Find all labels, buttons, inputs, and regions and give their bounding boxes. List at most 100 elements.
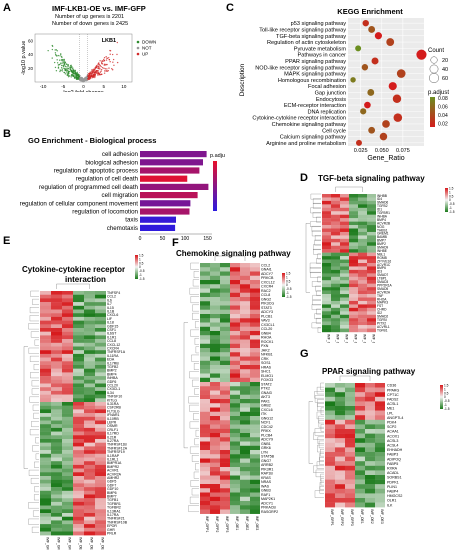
- heatmap-cell: [230, 467, 240, 472]
- heatmap-cell: [73, 324, 84, 329]
- heatmap-cell: [325, 387, 335, 393]
- heatmap-cell: [375, 442, 385, 448]
- heatmap-cell: [200, 407, 210, 412]
- heatmap-cell: [210, 369, 220, 374]
- heatmap-cell: [62, 353, 73, 358]
- heatmap-cell: [250, 441, 260, 446]
- volcano-point: [108, 58, 110, 61]
- kegg-padj-title: p.adjust: [428, 90, 449, 96]
- heatmap-cell: [240, 373, 250, 378]
- heatmap-cell: [367, 221, 376, 226]
- heatmap-cell: [51, 390, 62, 395]
- heatmap-cell: [200, 416, 210, 421]
- heatmap-cell: [240, 377, 250, 383]
- heatmap-gene-label: ILK: [387, 503, 393, 507]
- heatmap-cell: [51, 427, 62, 432]
- heatmap-cell: [240, 399, 250, 404]
- heatmap-dendrogram: [183, 322, 188, 449]
- heatmap-cell: [51, 346, 62, 351]
- heatmap-gene-label: SORBS1: [387, 476, 402, 480]
- volcano-point: [64, 69, 66, 71]
- heatmap-cell: [62, 413, 73, 417]
- heatmap-gene-label: ACSL4: [387, 443, 398, 447]
- heatmap-cell: [365, 396, 375, 402]
- heatmap-cell: [51, 328, 62, 332]
- heatmap-cell: [240, 454, 250, 459]
- heatmap-cell: [230, 377, 240, 383]
- heatmap-cell: [355, 484, 365, 489]
- heatmap-cell: [345, 502, 355, 508]
- heatmap-cell: [220, 433, 230, 438]
- heatmap-cell: [375, 502, 385, 508]
- heatmap-cell: [95, 365, 106, 369]
- heatmap-cell: [365, 429, 375, 434]
- heatmap-cell: [210, 356, 220, 361]
- heatmap-dendrogram: [35, 453, 39, 460]
- heatmap-cell: [51, 365, 62, 369]
- heatmap-cell: [322, 256, 331, 260]
- heatmap-cell: [210, 454, 220, 459]
- heatmap-cell: [349, 300, 358, 305]
- heatmap-dendrogram: [195, 430, 199, 437]
- heatmap-cell: [355, 470, 365, 476]
- volcano-point: [67, 71, 69, 73]
- heatmap-cell: [73, 513, 84, 517]
- heatmap-cell: [84, 350, 95, 355]
- heatmap-cell: [349, 321, 358, 326]
- heatmap-cell: [200, 484, 210, 489]
- heatmap-cell: [349, 194, 358, 198]
- heatmap-cell: [367, 321, 376, 326]
- heatmap-cell: [345, 456, 355, 462]
- heatmap-cell: [73, 361, 84, 366]
- volcano-point: [75, 75, 77, 78]
- volcano-point: [100, 73, 103, 76]
- heatmap-cell: [367, 228, 376, 233]
- heatmap-cell: [355, 415, 365, 420]
- heatmap-cell: [349, 245, 358, 250]
- heatmap-cell: [220, 505, 230, 510]
- heatmap-gene-label: ME1: [387, 407, 394, 411]
- heatmap-cell: [322, 318, 331, 322]
- heatmap-cell: [210, 314, 220, 319]
- volcano-point: [70, 67, 72, 69]
- heatmap-cell: [84, 298, 95, 303]
- heatmap-cell: [62, 483, 73, 488]
- go-legend-gradient: [213, 161, 217, 211]
- heatmap-cell: [84, 320, 95, 325]
- heatmap-cell: [73, 305, 84, 310]
- heatmap-cell: [62, 320, 73, 325]
- heatmap-cell: [250, 399, 260, 404]
- heatmap-dendrogram: [317, 403, 324, 411]
- heatmap-cell: [40, 387, 51, 392]
- panel-e-title-line2: interaction: [65, 275, 106, 284]
- heatmap-gene-label: LIF: [107, 317, 112, 321]
- volcano-point: [89, 75, 91, 77]
- heatmap-cell: [331, 225, 340, 229]
- heatmap-cell: [345, 447, 355, 453]
- heatmap-cell: [51, 291, 62, 295]
- heatmap-cell: [95, 516, 106, 521]
- heatmap-gene-label: PLIN1: [387, 485, 397, 489]
- heatmap-cell: [200, 403, 210, 408]
- heatmap-cell: [335, 392, 345, 397]
- volcano-point: [74, 71, 77, 74]
- heatmap-gene-label: RHOA: [261, 336, 272, 340]
- heatmap-cell: [367, 207, 376, 212]
- heatmap-cell: [200, 360, 210, 366]
- heatmap-cell: [230, 348, 240, 353]
- heatmap-scale-label: -0.5: [286, 287, 292, 291]
- heatmap-cell: [220, 416, 230, 421]
- heatmap-cell: [349, 238, 358, 243]
- heatmap-dendrogram: [33, 412, 39, 419]
- heatmap-cell: [40, 516, 51, 521]
- heatmap-cell: [367, 283, 376, 288]
- kegg-dot: [368, 126, 376, 134]
- heatmap-gene-label: GNAI1: [261, 268, 272, 272]
- heatmap-cell: [210, 386, 220, 391]
- heatmap-cell: [365, 452, 375, 457]
- heatmap-cell: [325, 406, 335, 411]
- heatmap-cell: [73, 509, 84, 514]
- heatmap-cell: [230, 450, 240, 455]
- heatmap-cell: [62, 420, 73, 425]
- heatmap-cell: [73, 346, 84, 351]
